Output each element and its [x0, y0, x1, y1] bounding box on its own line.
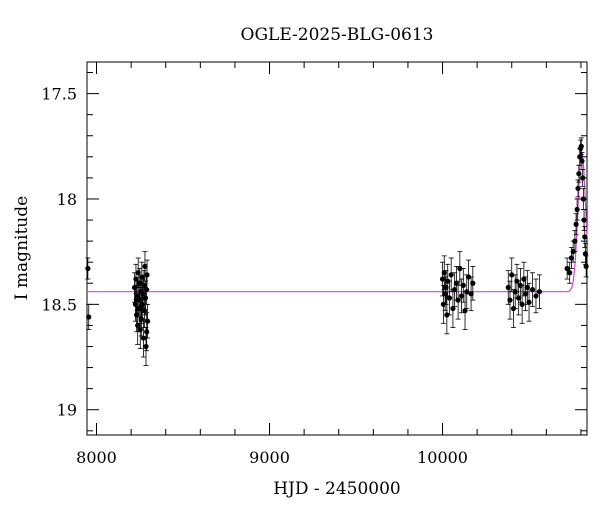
data-point: [468, 291, 474, 297]
data-point: [138, 303, 145, 310]
y-axis-label: I magnitude: [12, 196, 32, 300]
data-point: [139, 274, 145, 280]
data-point: [444, 312, 450, 318]
data-point: [442, 291, 448, 297]
data-point: [578, 143, 584, 149]
axis-ticks: [87, 62, 587, 435]
data-point: [455, 297, 461, 303]
data-point: [144, 272, 150, 278]
data-points: [85, 137, 589, 366]
data-point: [522, 291, 529, 297]
data-point: [583, 263, 589, 270]
data-point: [580, 175, 586, 181]
data-point: [140, 335, 147, 341]
data-point: [576, 171, 582, 177]
data-point: [133, 297, 139, 303]
data-point: [453, 280, 459, 286]
data-point: [439, 276, 446, 282]
x-axis-label: HJD - 2450000: [273, 479, 401, 499]
data-point: [572, 238, 578, 244]
data-point: [440, 301, 447, 307]
tick-labels: 8000 9000 10000 17.5 18 18.5 19: [41, 85, 468, 467]
plot-frame: [86, 61, 588, 436]
x-tick-label: 8000: [76, 448, 117, 467]
data-point: [582, 251, 589, 257]
y-tick-label: 19: [57, 401, 77, 420]
x-tick-label: 10000: [417, 448, 468, 467]
data-point: [144, 329, 150, 335]
data-point: [460, 282, 466, 288]
data-point: [85, 265, 91, 272]
data-point: [458, 293, 465, 299]
model-curve: [87, 151, 588, 293]
data-point: [574, 206, 580, 213]
data-point: [579, 158, 585, 164]
plot-area-border: [86, 61, 588, 436]
data-point: [521, 276, 527, 282]
data-point: [512, 289, 518, 295]
data-point: [507, 297, 513, 303]
x-tick-label: 9000: [249, 448, 290, 467]
data-point: [564, 265, 570, 272]
data-point: [509, 272, 515, 278]
data-point: [533, 293, 539, 299]
data-point: [580, 196, 586, 202]
data-point: [443, 284, 449, 291]
data-point: [142, 263, 148, 270]
data-point: [452, 286, 458, 293]
data-point: [581, 217, 587, 223]
data-point: [519, 301, 525, 307]
data-point: [505, 284, 511, 291]
data-point: [144, 318, 151, 324]
data-point: [142, 295, 149, 301]
data-point: [133, 276, 139, 282]
data-point: [529, 286, 536, 293]
data-point: [568, 255, 575, 261]
data-point: [441, 270, 447, 276]
model-curve-group: [87, 151, 588, 293]
data-point: [143, 343, 149, 350]
y-tick-label: 18.5: [41, 295, 77, 314]
data-point: [575, 185, 581, 192]
data-point: [524, 284, 530, 291]
data-point: [464, 289, 470, 295]
data-point: [448, 272, 454, 278]
data-point: [450, 305, 456, 312]
data-point: [526, 299, 532, 305]
data-point: [470, 280, 476, 286]
y-tick-label: 17.5: [41, 85, 77, 104]
data-point: [536, 289, 543, 295]
data-point: [582, 234, 588, 240]
data-point: [516, 295, 522, 301]
data-point: [462, 308, 468, 314]
data-point: [446, 295, 453, 301]
data-point: [86, 314, 92, 320]
data-point: [457, 265, 463, 272]
data-point: [573, 221, 579, 227]
chart-title: OGLE-2025-BLG-0613: [241, 25, 434, 45]
y-tick-label: 18: [57, 190, 77, 209]
data-point: [567, 270, 573, 276]
data-point: [465, 274, 472, 280]
